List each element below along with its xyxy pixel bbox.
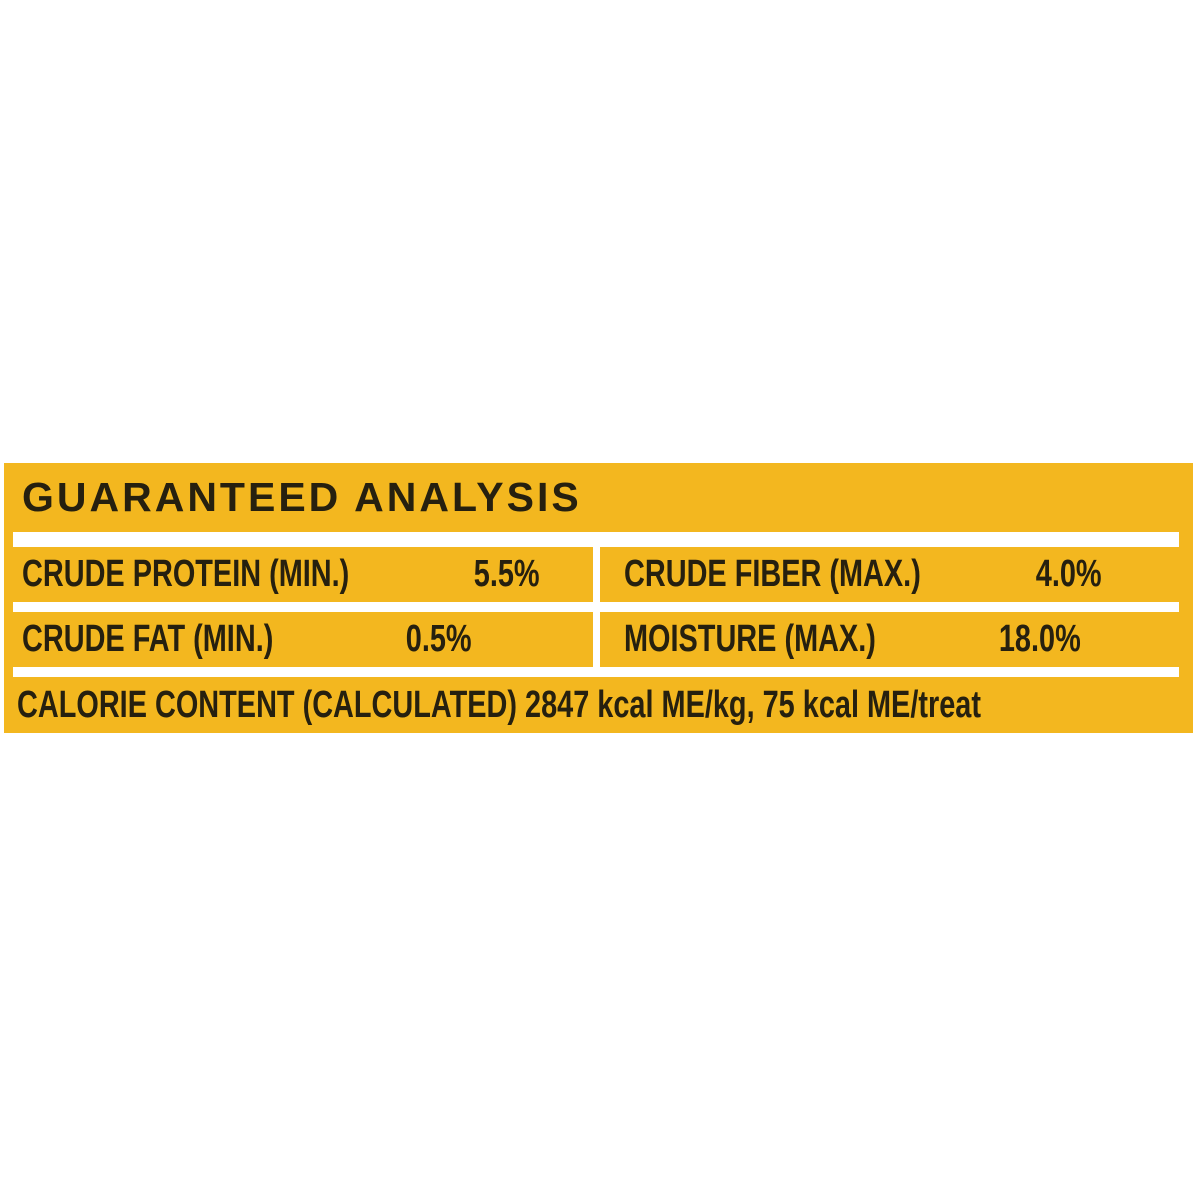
analysis-row-crude-fat: CRUDE FAT (MIN.) 0.5% xyxy=(22,612,472,667)
analysis-row-moisture: MOISTURE (MAX.) 18.0% xyxy=(624,612,1081,667)
column-divider xyxy=(593,547,600,677)
nutrient-value: 18.0% xyxy=(999,618,1081,660)
guaranteed-analysis-panel: GUARANTEED ANALYSIS CRUDE PROTEIN (MIN.)… xyxy=(4,463,1193,733)
nutrient-label: MOISTURE (MAX.) xyxy=(624,618,876,660)
nutrient-label: CRUDE FIBER (MAX.) xyxy=(624,553,921,595)
nutrient-value: 0.5% xyxy=(406,618,472,660)
nutrient-label: CRUDE FAT (MIN.) xyxy=(22,618,274,660)
analysis-row-crude-fiber: CRUDE FIBER (MAX.) 4.0% xyxy=(624,547,1101,602)
title-divider xyxy=(13,532,1179,547)
analysis-row-crude-protein: CRUDE PROTEIN (MIN.) 5.5% xyxy=(22,547,539,602)
calorie-content-text: CALORIE CONTENT (CALCULATED) 2847 kcal M… xyxy=(17,683,981,726)
nutrient-value: 4.0% xyxy=(1035,553,1102,595)
calorie-content-row: CALORIE CONTENT (CALCULATED) 2847 kcal M… xyxy=(17,677,1177,733)
panel-title: GUARANTEED ANALYSIS xyxy=(22,474,582,520)
nutrient-label: CRUDE PROTEIN (MIN.) xyxy=(22,553,350,595)
nutrient-value: 5.5% xyxy=(473,553,540,595)
